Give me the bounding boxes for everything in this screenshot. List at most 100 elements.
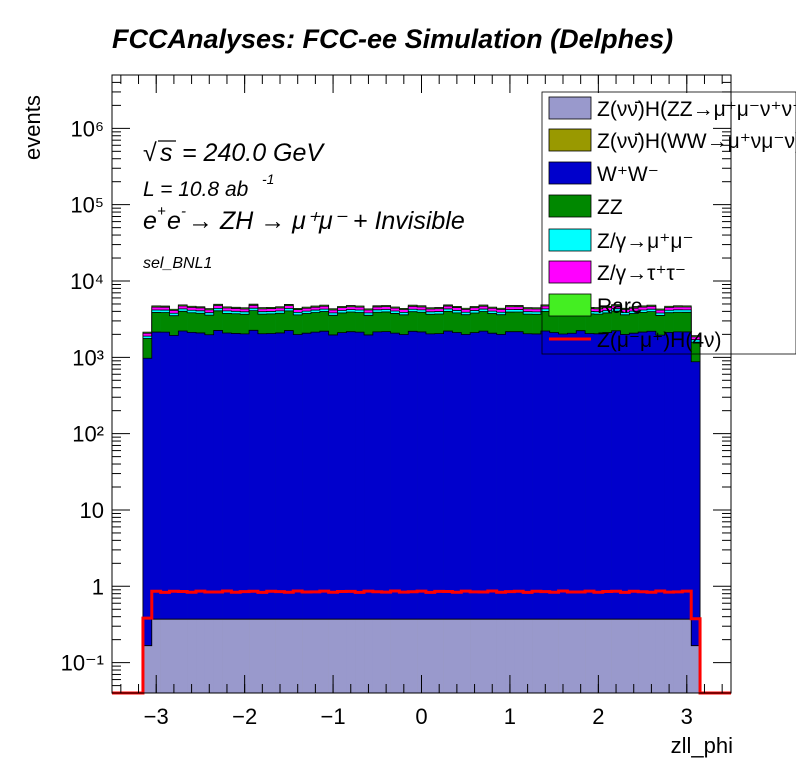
legend-swatch-1: [548, 128, 592, 152]
bar-2-5: [187, 332, 197, 693]
bar-0-49: [576, 619, 586, 693]
svg-text:e: e: [167, 207, 181, 235]
annotation-lumi: L = 10.8 ab -1: [143, 171, 274, 201]
bar-0-62: [691, 645, 701, 693]
y-tick-label: 10⁶: [70, 116, 104, 141]
bar-2-42: [514, 331, 524, 693]
bar-2-24: [355, 332, 365, 693]
bar-2-13: [257, 333, 268, 693]
signal-line: [112, 589, 731, 695]
bar-2-48: [567, 333, 577, 693]
bar-2-6: [196, 332, 206, 693]
bar-2-39: [487, 333, 497, 693]
bar-2-17: [293, 334, 303, 693]
bar-2-52: [602, 332, 612, 693]
bar-0-8: [213, 619, 223, 693]
bar-2-57: [646, 331, 657, 693]
histogram-bars: [142, 303, 701, 693]
bar-0-18: [302, 619, 312, 693]
legend-swatch-6: [548, 293, 592, 317]
bar-0-9: [222, 619, 232, 693]
bar-0-54: [620, 619, 630, 693]
series-2: [142, 329, 701, 693]
bar-0-26: [372, 619, 382, 693]
bar-0-19: [310, 619, 321, 693]
bar-2-4: [178, 330, 188, 693]
legend-swatch-2: [548, 161, 592, 185]
annotation-process: e + e - → ZH → μ⁺μ⁻ + Invisible: [143, 203, 465, 235]
bar-0-33: [434, 619, 444, 693]
legend-box: [541, 91, 796, 355]
bar-0-45: [540, 619, 551, 693]
bar-0-14: [266, 619, 276, 693]
svg-text:s: s: [160, 139, 173, 167]
bar-2-14: [266, 333, 276, 693]
bar-0-20: [319, 619, 329, 693]
annotation-sqrt-s: √ s = 240.0 GeV: [143, 139, 325, 167]
bar-2-44: [532, 333, 542, 693]
bar-0-32: [425, 619, 436, 693]
x-tick-label: 3: [681, 704, 693, 729]
bar-0-55: [629, 619, 639, 693]
series-0: [142, 618, 701, 693]
bar-2-45: [540, 331, 551, 693]
legend-label-4: Z/γ→μ⁺μ⁻: [597, 230, 694, 253]
legend-label-5: Z/γ→τ⁺τ⁻: [597, 262, 686, 285]
bar-2-31: [417, 331, 427, 693]
process-text: → ZH → μ⁺μ⁻ + Invisible: [188, 207, 465, 235]
y-tick-label: 10³: [72, 345, 104, 370]
bar-0-12: [249, 619, 259, 693]
bar-0-50: [585, 619, 595, 693]
bar-0-53: [611, 619, 621, 693]
bar-0-57: [646, 619, 657, 693]
bar-2-25: [364, 334, 374, 693]
bar-0-39: [487, 619, 497, 693]
bar-2-10: [231, 333, 241, 693]
bar-0-48: [567, 619, 577, 693]
bar-0-35: [452, 619, 462, 693]
bar-2-15: [275, 332, 285, 693]
bar-2-36: [461, 334, 471, 693]
x-tick-label: 2: [592, 704, 604, 729]
x-tick-label: 1: [504, 704, 516, 729]
axis-ticks: −3 −2 −1 0 1 2 3 10⁻¹ 1 10 10² 10³ 10⁴ 10⁵ 10⁶: [61, 74, 731, 729]
bar-2-23: [346, 331, 356, 693]
bar-0-24: [355, 619, 365, 693]
bar-0-56: [638, 619, 648, 693]
bar-0-52: [602, 619, 612, 693]
bar-2-19: [310, 332, 321, 693]
bar-2-16: [284, 330, 294, 693]
bar-2-54: [620, 334, 630, 693]
bar-2-32: [425, 333, 436, 693]
bar-0-11: [240, 619, 250, 693]
bar-0-44: [532, 619, 542, 693]
legend-label-1: Z(νν̄)H(WW→μ⁺νμ⁻ν): [597, 130, 796, 153]
bar-0-51: [593, 619, 604, 693]
bar-2-61: [682, 331, 692, 693]
bar-0-7: [204, 619, 214, 693]
bar-0-17: [293, 619, 303, 693]
bar-0-6: [196, 619, 206, 693]
bar-2-3: [169, 335, 179, 693]
bar-0-60: [673, 619, 683, 693]
bar-2-26: [372, 331, 382, 693]
y-tick-label: 10⁴: [70, 269, 104, 294]
bar-0-2: [160, 619, 170, 693]
bar-2-28: [390, 333, 400, 693]
legend-label-signal: Z(μ⁻μ⁺)H(4ν): [597, 329, 722, 352]
bar-2-60: [673, 331, 683, 693]
y-tick-label: 1: [92, 574, 104, 599]
bar-2-20: [319, 331, 329, 693]
x-tick-label: −1: [321, 704, 346, 729]
bar-0-61: [682, 619, 692, 693]
y-axis-label: events: [20, 95, 45, 160]
series-outline-2: [142, 329, 701, 693]
signal-histogram: [112, 589, 731, 695]
bar-2-1: [151, 332, 161, 693]
bar-0-25: [364, 619, 374, 693]
bar-0-38: [478, 619, 489, 693]
bar-0-15: [275, 619, 285, 693]
bar-2-53: [611, 330, 621, 693]
legend-swatch-5: [548, 260, 592, 284]
